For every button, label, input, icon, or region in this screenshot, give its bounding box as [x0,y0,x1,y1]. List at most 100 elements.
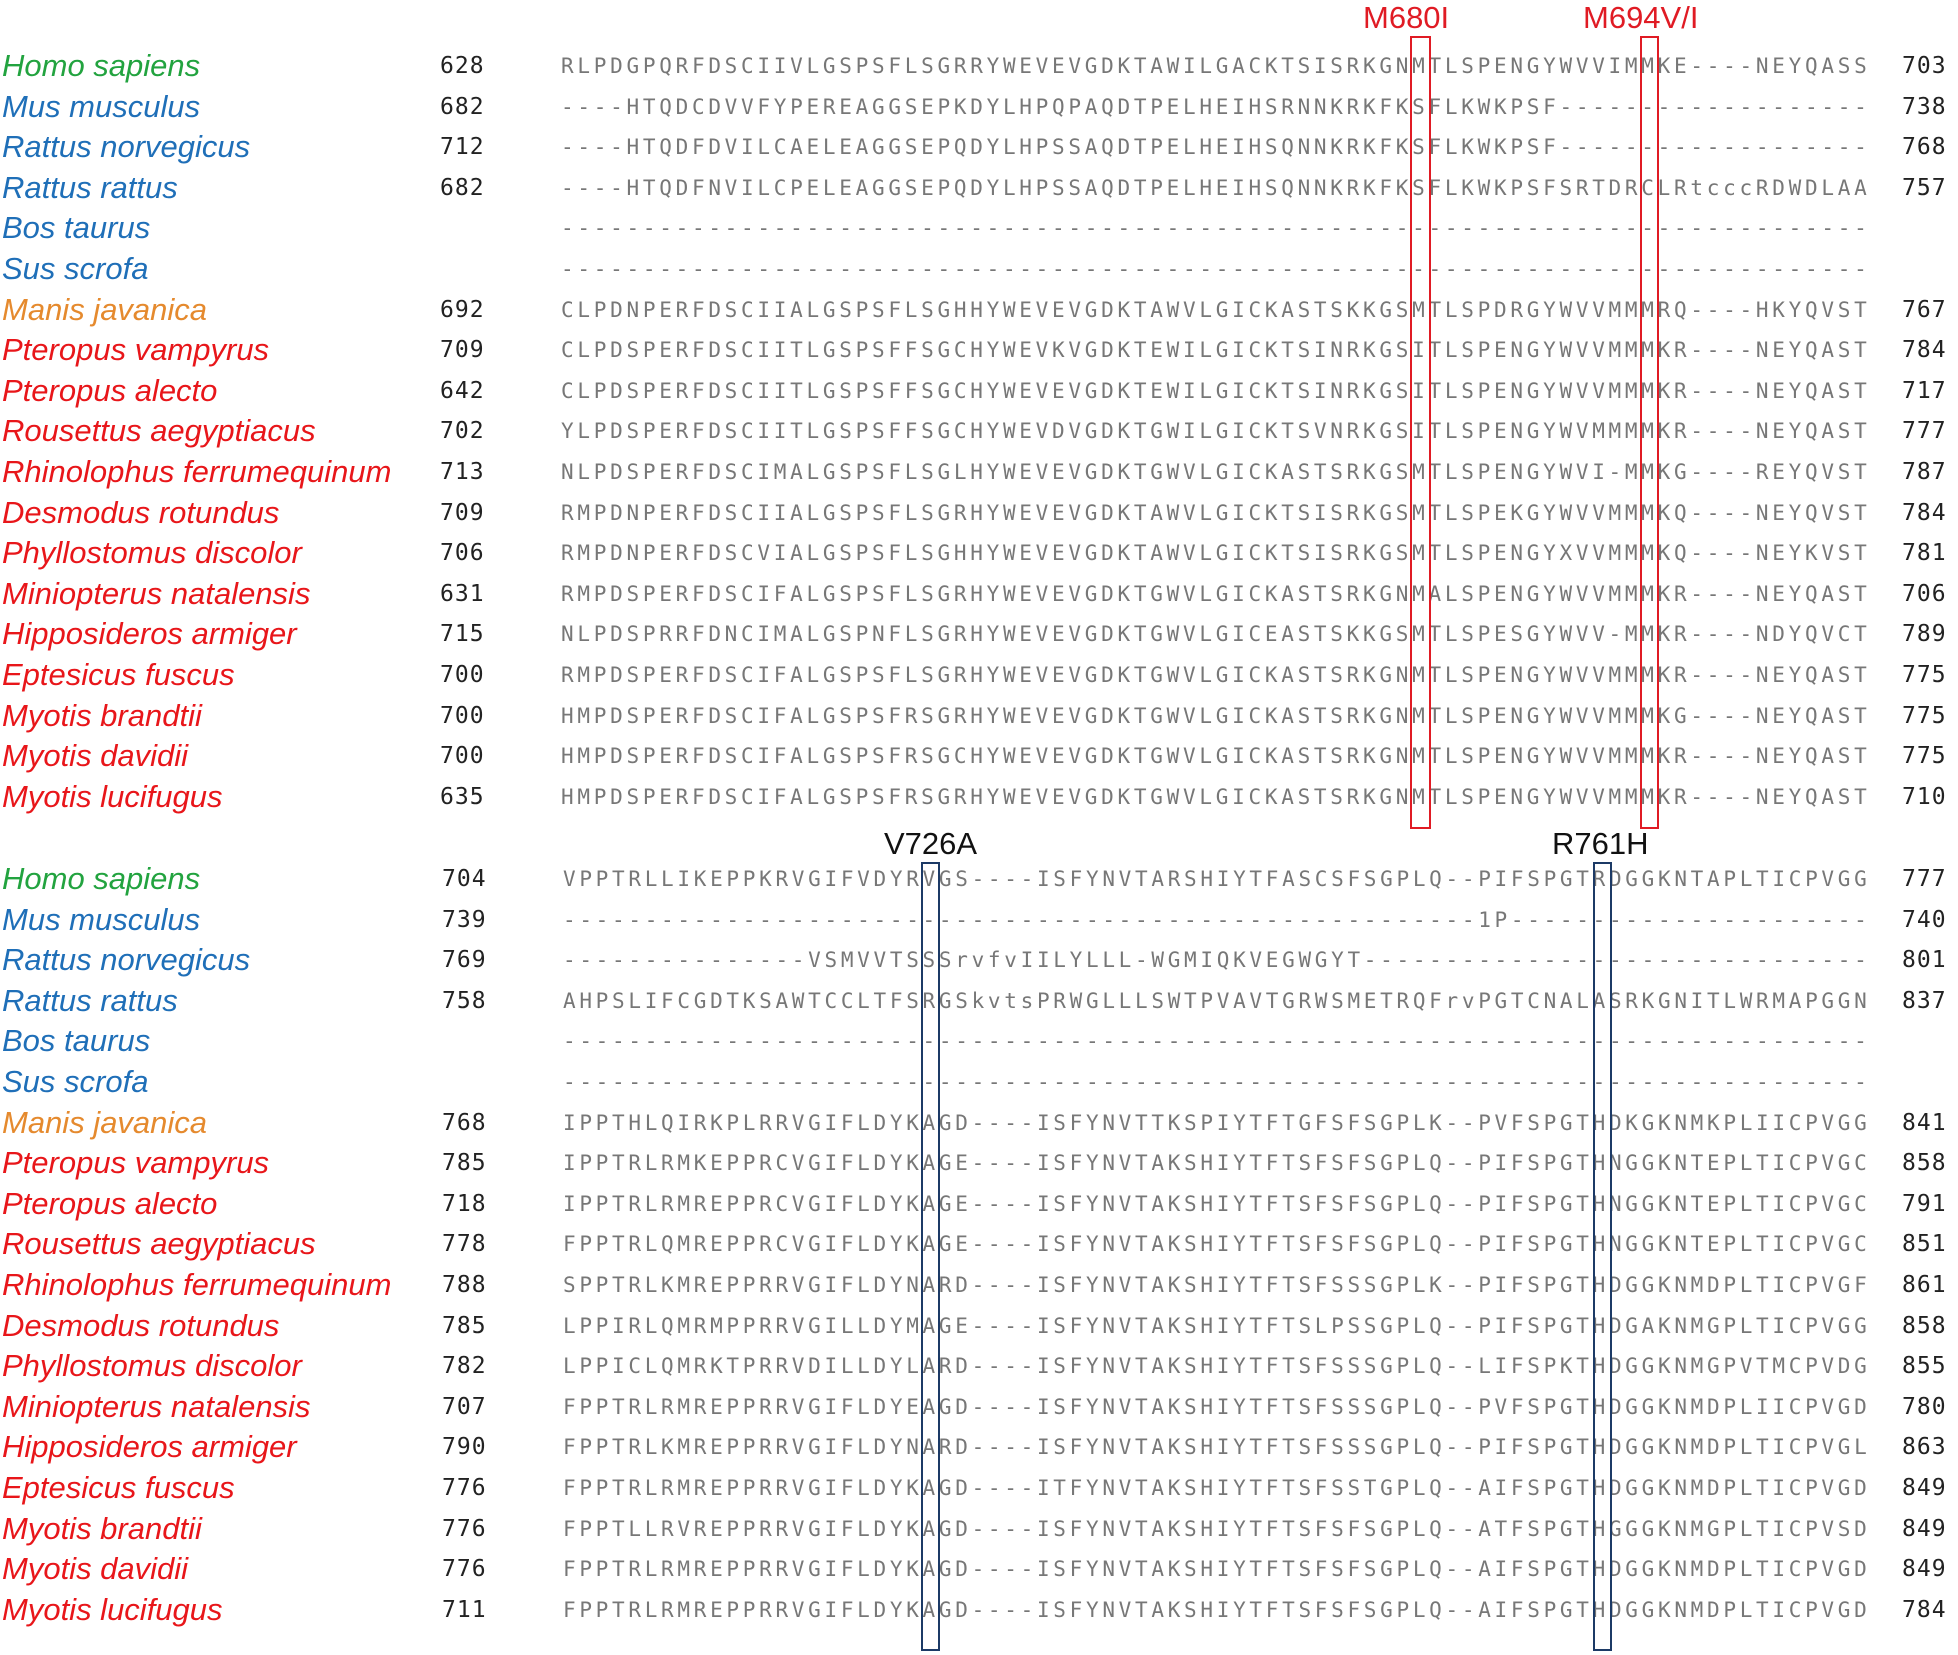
alignment-row: Myotis davidii 700 HMPDSPERFDSCIFALGSPSFRS… [0,736,1958,776]
sequence-text: RMPDSPERFDSCIFALGSPSFLSGRHYWEVEVGDKTGWVL… [561,581,1871,606]
end-position: 784 [1902,337,1947,364]
species-name: Sus scrofa [2,1064,149,1099]
species-name: Rattus norvegicus [2,129,251,165]
species-name: Myotis davidii [2,1551,189,1587]
species-name: Eptesicus fuscus [2,1470,235,1505]
end-position: 781 [1902,540,1947,567]
alignment-row: Phyllostomus discolor 706 RMPDNPERFDSCVIAL… [0,533,1958,573]
sequence-text: RMPDNPERFDSCVIALGSPSFLSGHHYWEVEVGDKTAWVL… [561,541,1871,566]
start-position: 642 [440,377,485,404]
sequence-text: HMPDSPERFDSCIFALGSPSFRSGRHYWEVEVGDKTGWVL… [561,703,1871,728]
species-name: Rhinolophus ferrumequinum [2,1267,392,1302]
start-position: 758 [442,987,487,1014]
start-position: 631 [440,580,485,607]
alignment-row: Myotis lucifugus 635 HMPDSPERFDSCIFALGSPSF… [0,777,1958,817]
alignment-row: Phyllostomus discolor 782 LPPICLQMRKTPRRVD… [0,1346,1958,1386]
species-name: Bos taurus [2,210,151,246]
species-name: Rousettus aegyptiacus [2,1226,316,1262]
start-position: 782 [442,1353,487,1380]
sequence-text: IPPTRLRMKEPPRCVGIFLDYKAGE----ISFYNVTAKSH… [563,1151,1871,1176]
alignment-row: Homo sapiens 704 VPPTRLLIKEPPKRVGIFVDYRVGS… [0,859,1958,899]
sequence-text: AHPSLIFCGDTKSAWTCCLTFSRGSkvtsPRWGLLLSWTP… [563,988,1871,1013]
start-position: 785 [442,1312,487,1339]
sequence-text: ---------------VSMVVTSSSrvfvIILYLLL-WGMI… [563,948,1871,973]
alignment-row: Bos taurus ------------------------------… [0,208,1958,248]
species-name: Sus scrofa [2,251,149,286]
sequence-text: VPPTRLLIKEPPKRVGIFVDYRVGS----ISFYNVTARSH… [563,867,1871,891]
species-name: Pteropus alecto [2,1185,218,1221]
mutation-label-v726a: V726A [884,826,978,861]
species-name: Myotis lucifugus [2,778,223,814]
start-position: 682 [440,93,485,120]
species-name: Pteropus alecto [2,372,218,408]
alignment-row: Miniopterus natalensis 631 RMPDSPERFDSCIFA… [0,574,1958,614]
end-position: 791 [1902,1190,1947,1217]
start-position: 706 [440,540,485,567]
start-position: 788 [442,1272,487,1298]
species-name: Myotis brandtii [2,1510,202,1546]
end-position: 855 [1902,1353,1947,1380]
start-position: 692 [440,296,485,323]
sequence-text: CLPDSPERFDSCIITLGSPSFFSGCHYWEVKVGDKTEWIL… [561,338,1871,363]
end-position: 777 [1902,866,1947,892]
sequence-text: ----HTQDFDVILCAELEAGGSEPQDYLHPSSAQDTPELH… [561,135,1871,160]
start-position: 776 [442,1475,487,1501]
end-position: 706 [1902,580,1947,607]
species-name: Homo sapiens [2,861,201,896]
end-position: 775 [1902,743,1947,770]
sequence-text: FPPTRLRMREPPRRVGIFLDYKAGD----ISFYNVTAKSH… [563,1597,1871,1622]
alignment-row: Sus scrofa ------------------------------… [0,249,1958,289]
species-name: Rattus rattus [2,169,178,205]
start-position: 768 [442,1109,487,1136]
start-position: 628 [440,53,485,79]
sequence-text: FPPTRLKMREPPRRVGIFLDYNARD----ISFYNVTAKSH… [563,1435,1871,1460]
start-position: 715 [440,621,485,648]
end-position: 849 [1902,1475,1947,1501]
end-position: 784 [1902,1596,1947,1623]
start-position: 635 [440,783,485,810]
sequence-text: RMPDNPERFDSCIIALGSPSFLSGRHYWEVEVGDKTAWVL… [561,500,1871,525]
alignment-row: Hipposideros armiger 715 NLPDSPRRFDNCIMALG… [0,614,1958,654]
end-position: 863 [1902,1434,1947,1461]
alignment-row: Rhinolophus ferrumequinum 713 NLPDSPERFDSC… [0,452,1958,492]
end-position: 738 [1902,93,1947,120]
start-position: 702 [440,418,485,445]
start-position: 700 [440,743,485,770]
alignment-row: Eptesicus fuscus 700 RMPDSPERFDSCIFALGSPSF… [0,655,1958,695]
alignment-row: Bos taurus ------------------------------… [0,1021,1958,1061]
species-name: Myotis davidii [2,738,189,774]
end-position: 757 [1902,174,1947,201]
alignment-row: Manis javanica 692 CLPDNPERFDSCIIALGSPSFLS… [0,290,1958,330]
mutation-label-m694vi: M694V/I [1583,0,1699,35]
mutation-label-r761h: R761H [1552,826,1649,861]
species-name: Miniopterus natalensis [2,1388,311,1424]
start-position: 711 [442,1596,487,1623]
start-position: 700 [440,702,485,729]
end-position: 787 [1902,459,1947,485]
species-name: Phyllostomus discolor [2,1348,302,1384]
start-position: 769 [442,947,487,974]
end-position: 861 [1902,1272,1947,1298]
sequence-text: HMPDSPERFDSCIFALGSPSFRSGRHYWEVEVGDKTGWVL… [561,784,1871,809]
species-name: Pteropus vampyrus [2,332,270,368]
sequence-text: ----------------------------------------… [563,907,1871,932]
end-position: 710 [1902,783,1947,810]
sequence-text: IPPTHLQIRKPLRRVGIFLDYKAGD----ISFYNVTTKSP… [563,1110,1871,1135]
species-name: Mus musculus [2,88,201,124]
alignment-row: Myotis brandtii 776 FPPTLLRVREPPRRVGIFLDYK… [0,1509,1958,1549]
end-position: 841 [1902,1109,1947,1136]
species-name: Bos taurus [2,1023,151,1059]
species-name: Miniopterus natalensis [2,575,311,611]
alignment-row: Rousettus aegyptiacus 778 FPPTRLQMREPPRCVG… [0,1224,1958,1264]
sequence-text: NLPDSPRRFDNCIMALGSPNFLSGRHYWEVEVGDKTGWVL… [561,622,1871,647]
sequence-text: NLPDSPERFDSCIMALGSPSFLSGLHYWEVEVGDKTGWVL… [561,460,1871,484]
species-name: Mus musculus [2,901,201,937]
sequence-text: YLPDSPERFDSCIITLGSPSFFSGCHYWEVDVGDKTGWIL… [561,419,1871,444]
start-position: 790 [442,1434,487,1461]
species-name: Hipposideros armiger [2,616,297,652]
end-position: 784 [1902,499,1947,526]
alignment-row: Rattus norvegicus 769 ---------------VSMVV… [0,940,1958,980]
highlight-box-m694vi [1640,36,1659,829]
start-position: 739 [442,906,487,933]
alignment-row: Myotis davidii 776 FPPTRLRMREPPRRVGIFLDYKA… [0,1549,1958,1589]
